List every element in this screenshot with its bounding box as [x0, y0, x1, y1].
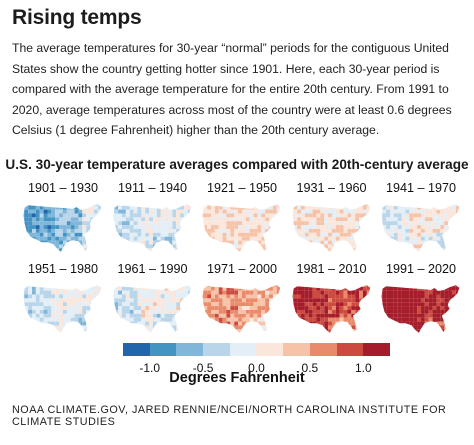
map-panel: 1961 – 1990	[108, 262, 198, 340]
legend-swatch	[336, 343, 364, 356]
legend-title: Degrees Fahrenheit	[169, 370, 305, 386]
legend-tick-label: 0.0	[248, 361, 265, 375]
page-title: Rising temps	[12, 6, 142, 29]
map-panel: 1991 – 2020	[376, 262, 466, 340]
legend-color-bar	[123, 343, 390, 356]
map-panel: 1921 – 1950	[197, 181, 287, 259]
legend-swatch	[149, 343, 177, 356]
map-panel: 1971 – 2000	[197, 262, 287, 340]
legend-swatch	[283, 343, 310, 356]
map-panel: 1951 – 1980	[18, 262, 108, 340]
legend-swatch	[256, 343, 284, 356]
legend-swatch	[176, 343, 204, 356]
us-anomaly-map	[112, 284, 192, 334]
legend-tick-label: 1.0	[354, 361, 372, 375]
legend-swatch	[123, 343, 150, 356]
legend-swatch	[363, 343, 390, 356]
map-period-label: 1901 – 1930	[27, 181, 99, 195]
map-panel: 1981 – 2010	[287, 262, 377, 340]
map-panel: 1941 – 1970	[376, 181, 466, 259]
intro-paragraph: The average temperatures for 30-year “no…	[12, 41, 452, 137]
figure-subtitle: U.S. 30-year temperature averages compar…	[5, 157, 469, 172]
map-panel: 1931 – 1960	[287, 181, 377, 259]
legend-tick-label: -0.5	[192, 361, 214, 375]
map-period-label: 1921 – 1950	[206, 181, 278, 195]
map-period-label: 1931 – 1960	[296, 181, 367, 195]
legend-tick-label: -1.0	[139, 361, 161, 375]
us-anomaly-map	[201, 203, 282, 253]
us-anomaly-map	[380, 284, 461, 334]
map-period-label: 1951 – 1980	[27, 262, 99, 276]
map-panel: 1911 – 1940	[108, 181, 198, 259]
legend-tick-label: 0.5	[301, 361, 319, 375]
legend-swatch	[229, 343, 257, 356]
map-period-label: 1911 – 1940	[117, 181, 188, 195]
map-period-label: 1991 – 2020	[385, 262, 457, 276]
map-period-label: 1941 – 1970	[385, 181, 457, 195]
map-panel: 1901 – 1930	[18, 181, 108, 259]
us-anomaly-map	[380, 203, 461, 253]
legend-swatch	[203, 343, 230, 356]
map-period-label: 1981 – 2010	[296, 262, 367, 276]
map-period-label: 1971 – 2000	[206, 262, 278, 276]
us-anomaly-map	[22, 284, 103, 334]
legend-swatch	[309, 343, 337, 356]
map-period-label: 1961 – 1990	[117, 262, 188, 276]
source-credit: NOAA CLIMATE.GOV, JARED RENNIE/NCEI/NORT…	[12, 404, 447, 428]
us-anomaly-map	[112, 203, 192, 253]
us-anomaly-map	[22, 203, 103, 253]
us-anomaly-map	[291, 203, 371, 253]
us-anomaly-map	[201, 284, 282, 334]
us-anomaly-map	[291, 284, 371, 334]
